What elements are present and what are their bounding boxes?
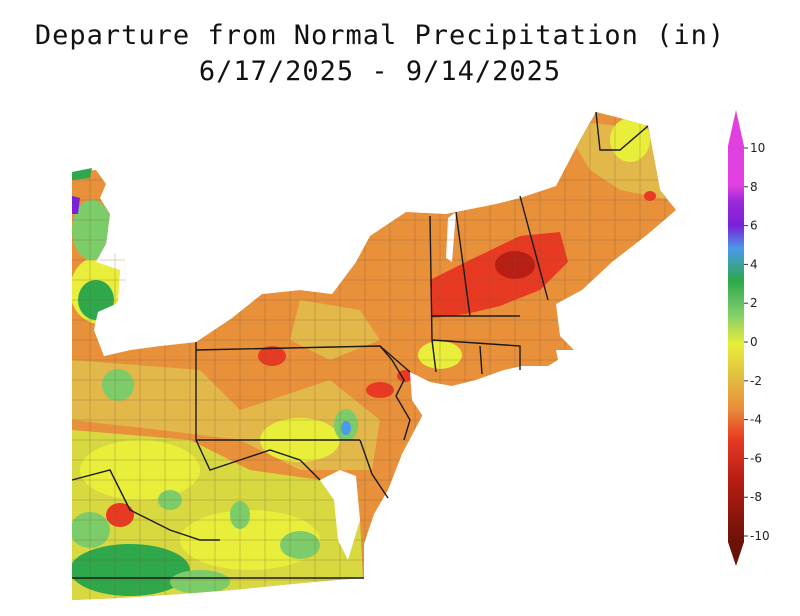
green-patch-south [170,570,230,594]
long-island-sound [410,370,510,418]
lake-ontario [262,258,356,294]
land-fill [72,112,676,600]
legend-label: -6 [750,451,762,465]
purple-patch-south [233,590,257,600]
de-md-line [359,439,389,499]
legend-top-arrow [728,110,744,146]
lake-erie [94,244,232,356]
legend-label: -10 [750,529,770,543]
legend-bottom-arrow [728,542,744,566]
green-patch-michigan [72,200,112,260]
yellow-patch-n-maine [610,118,650,162]
blue-patch-md [341,421,351,435]
maine-north-line [595,111,649,151]
map-title: Departure from Normal Precipitation (in)… [0,18,760,90]
gold-region-ny [290,300,380,360]
legend-label: -4 [750,413,762,427]
legend-label: 4 [750,257,758,271]
title-line-1: Departure from Normal Precipitation (in) [34,20,726,51]
red-patch-maine-coast [644,191,656,201]
legend-tick-labels: 10 8 6 4 2 0 -2 -4 -6 -8 -10 [744,141,770,543]
wv-va-line [71,469,220,541]
ma-ct-line [431,339,521,370]
legend-colorbar [728,146,744,542]
legend-label: -2 [750,374,762,388]
legend-label: 8 [750,180,758,194]
legend-label: 10 [750,141,765,155]
michigan-tip [72,168,92,180]
vt-nh-line [455,211,471,317]
lake-champlain [446,212,456,262]
green-patch-va-2 [280,531,320,559]
red-patch-nj-2 [397,370,413,382]
green-region-sw [72,544,190,596]
coastal-water [320,350,574,560]
cape-cod-water [556,350,574,380]
legend-label: -8 [750,490,762,504]
nj-pa-line [379,345,411,441]
michigan-purple [72,196,80,214]
legend-label: 0 [750,335,758,349]
title-line-2: 6/17/2025 - 9/14/2025 [198,56,562,87]
red-region-nh [430,232,568,318]
red-patch-nj [366,382,394,398]
ct-ri-line [479,345,483,375]
legend-label: 2 [750,296,758,310]
state-boundaries [71,111,649,579]
nh-maine-line [519,195,549,301]
chesapeake-bay [320,470,360,560]
green-patch-ohio-east [102,369,134,401]
md-wv-line [195,439,321,481]
legend-label: 6 [750,219,758,233]
red-patch-wv [106,503,134,527]
legend: 10 8 6 4 2 0 -2 -4 -6 -8 -10 [728,110,770,566]
